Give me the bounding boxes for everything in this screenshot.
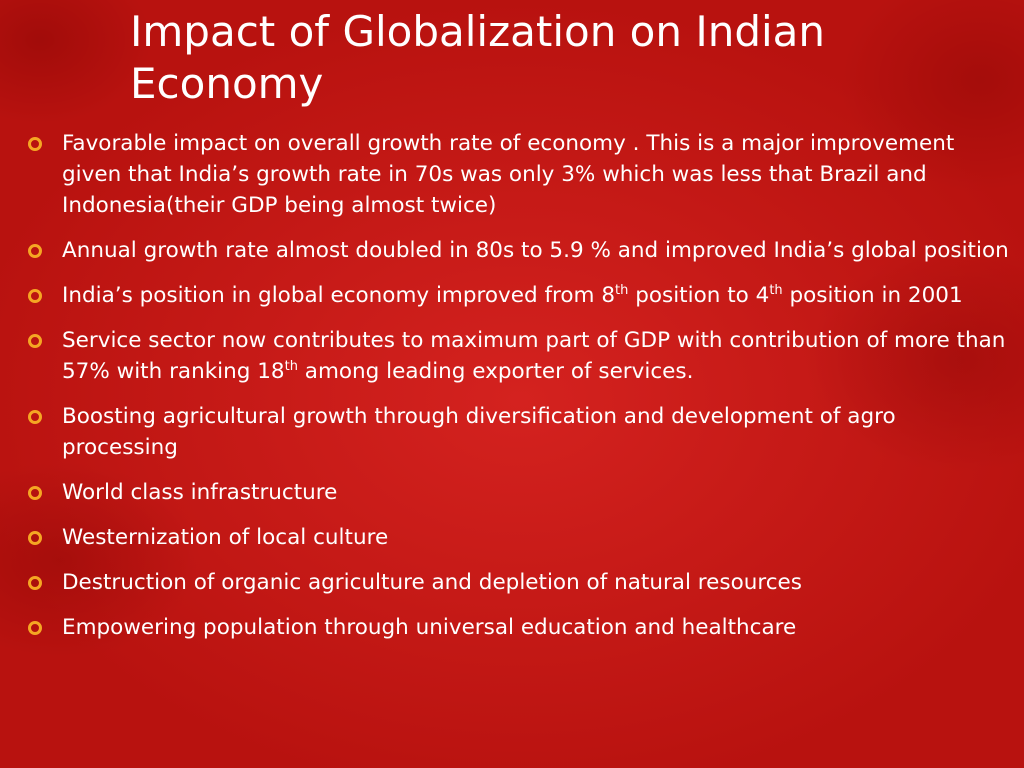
bullet-icon [28,410,42,424]
bullet-text: position to 4 [628,283,770,308]
superscript: th [769,282,783,298]
bullet-item: Annual growth rate almost doubled in 80s… [26,235,1011,266]
bullet-text: Boosting agricultural growth through div… [62,404,896,460]
bullet-item: Westernization of local culture [26,522,1011,553]
bullet-text: Destruction of organic agriculture and d… [62,570,802,595]
bullet-item: Empowering population through universal … [26,612,1011,643]
bullet-text: Empowering population through universal … [62,615,797,640]
bullet-text: Annual growth rate almost doubled in 80s… [62,238,1009,263]
bullet-text: World class infrastructure [62,480,338,505]
bullet-item: Service sector now contributes to maximu… [26,325,1011,387]
bullet-text: position in 2001 [782,283,963,308]
bullet-icon [28,244,42,258]
bullet-list: Favorable impact on overall growth rate … [26,128,1011,657]
bullet-icon [28,289,42,303]
bullet-item: Favorable impact on overall growth rate … [26,128,1011,221]
bullet-icon [28,486,42,500]
bullet-text: India’s position in global economy impro… [62,283,616,308]
superscript: th [615,282,629,298]
bullet-text: Service sector now contributes to maximu… [62,328,1006,384]
bullet-icon [28,334,42,348]
bullet-icon [28,531,42,545]
superscript: th [284,358,298,374]
bullet-item: Boosting agricultural growth through div… [26,401,1011,463]
bullet-item: India’s position in global economy impro… [26,280,1011,311]
bullet-item: Destruction of organic agriculture and d… [26,567,1011,598]
bullet-icon [28,576,42,590]
slide-title: Impact of Globalization on Indian Econom… [130,7,826,108]
bullet-text: Westernization of local culture [62,525,389,550]
bullet-text: among leading exporter of services. [297,359,694,384]
bullet-text: Favorable impact on overall growth rate … [62,131,955,218]
bullet-icon [28,621,42,635]
bullet-icon [28,137,42,151]
bullet-item: World class infrastructure [26,477,1011,508]
